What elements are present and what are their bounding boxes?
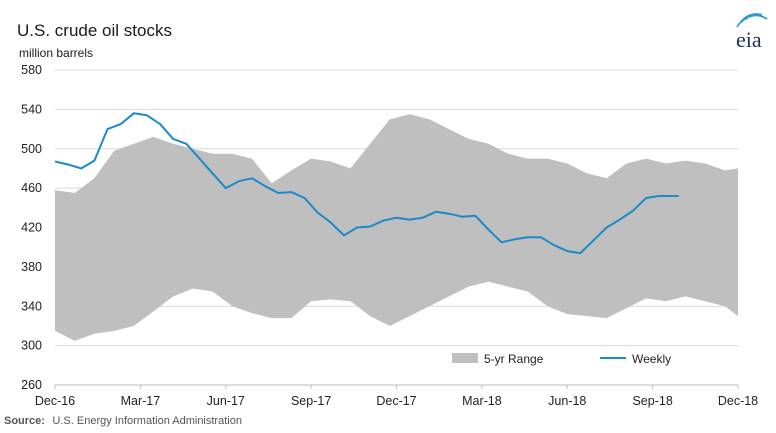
x-tick-label: Dec-17 xyxy=(376,394,416,408)
y-axis-label: million barrels xyxy=(19,46,93,60)
weekly-line xyxy=(54,112,679,255)
source-label: Source: xyxy=(4,415,45,427)
legend-range-swatch xyxy=(452,353,478,363)
chart-title: U.S. crude oil stocks xyxy=(17,21,172,40)
y-tick-420: 420 xyxy=(21,221,42,235)
y-tick-380: 380 xyxy=(21,260,42,274)
x-tick-label: Dec-16 xyxy=(35,394,75,408)
x-tick-label: Mar-18 xyxy=(462,394,502,408)
legend-range-label: 5-yr Range xyxy=(484,352,544,366)
x-tick-label: Sep-17 xyxy=(291,394,331,408)
weekly-line-layer xyxy=(54,112,679,255)
source-text: U.S. Energy Information Administration xyxy=(52,415,242,427)
y-tick-340: 340 xyxy=(21,299,42,313)
range-area xyxy=(55,114,738,341)
y-tick-labels: 260 300 340 380 420 460 500 540 580 xyxy=(21,63,42,392)
y-tick-500: 500 xyxy=(21,142,42,156)
logo-arc-3 xyxy=(748,14,768,20)
legend-weekly-label: Weekly xyxy=(632,352,671,366)
x-tick-label: Dec-18 xyxy=(718,394,758,408)
logo-arc-2 xyxy=(743,13,763,20)
legend: 5-yr Range Weekly xyxy=(452,352,671,366)
x-tick-labels: Dec-16 Mar-17 Jun-17 Sep-17 Dec-17 Mar-18 Jun-… xyxy=(35,394,758,408)
logo-arc-4 xyxy=(736,17,749,28)
eia-logo-text: eia xyxy=(736,27,762,52)
y-tick-300: 300 xyxy=(21,339,42,353)
source-note: Source: U.S. Energy Information Administ… xyxy=(4,411,242,428)
x-tick-label: Sep-18 xyxy=(632,394,672,408)
eia-logo-arcs-icon xyxy=(736,13,768,28)
y-tick-540: 540 xyxy=(21,102,42,116)
y-tick-260: 260 xyxy=(21,378,42,392)
x-tick-label: Mar-17 xyxy=(121,394,161,408)
x-tick-label: Jun-17 xyxy=(207,394,245,408)
range-area-layer xyxy=(55,114,738,341)
eia-logo: eia xyxy=(736,13,768,52)
y-tick-460: 460 xyxy=(21,181,42,195)
y-tick-580: 580 xyxy=(21,63,42,77)
x-tick-label: Jun-18 xyxy=(548,394,586,408)
